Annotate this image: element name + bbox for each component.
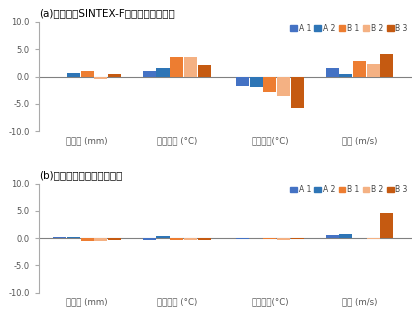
- Bar: [94, 77, 108, 79]
- Bar: [291, 238, 304, 239]
- Bar: [197, 65, 211, 77]
- Bar: [339, 74, 352, 77]
- Bar: [184, 238, 197, 240]
- Bar: [277, 238, 290, 240]
- Bar: [339, 234, 352, 238]
- Bar: [157, 236, 170, 238]
- Bar: [236, 238, 249, 239]
- Text: (b)観測値と補正値の平均差: (b)観測値と補正値の平均差: [39, 170, 122, 180]
- Bar: [263, 77, 276, 92]
- Bar: [250, 77, 263, 88]
- Bar: [353, 61, 366, 77]
- Bar: [53, 237, 66, 238]
- Bar: [143, 71, 156, 77]
- Bar: [291, 77, 304, 108]
- Legend: A 1, A 2, B 1, B 2, B 3: A 1, A 2, B 1, B 2, B 3: [290, 185, 408, 194]
- Bar: [277, 77, 290, 96]
- Bar: [157, 68, 170, 77]
- Bar: [184, 57, 197, 77]
- Bar: [81, 71, 94, 77]
- Bar: [367, 238, 380, 239]
- Bar: [236, 77, 249, 86]
- Bar: [367, 64, 380, 77]
- Bar: [381, 213, 394, 238]
- Bar: [326, 235, 339, 238]
- Bar: [326, 68, 339, 77]
- Legend: A 1, A 2, B 1, B 2, B 3: A 1, A 2, B 1, B 2, B 3: [290, 24, 408, 32]
- Bar: [143, 238, 156, 240]
- Bar: [108, 238, 121, 240]
- Bar: [197, 238, 211, 240]
- Bar: [67, 237, 80, 238]
- Bar: [381, 54, 394, 77]
- Bar: [108, 74, 121, 77]
- Bar: [94, 238, 108, 241]
- Bar: [81, 238, 94, 242]
- Bar: [170, 57, 183, 77]
- Bar: [170, 238, 183, 240]
- Bar: [67, 73, 80, 77]
- Bar: [263, 238, 276, 239]
- Text: (a)観測値とSINTEX-Fの予測値の平均差: (a)観測値とSINTEX-Fの予測値の平均差: [39, 8, 174, 18]
